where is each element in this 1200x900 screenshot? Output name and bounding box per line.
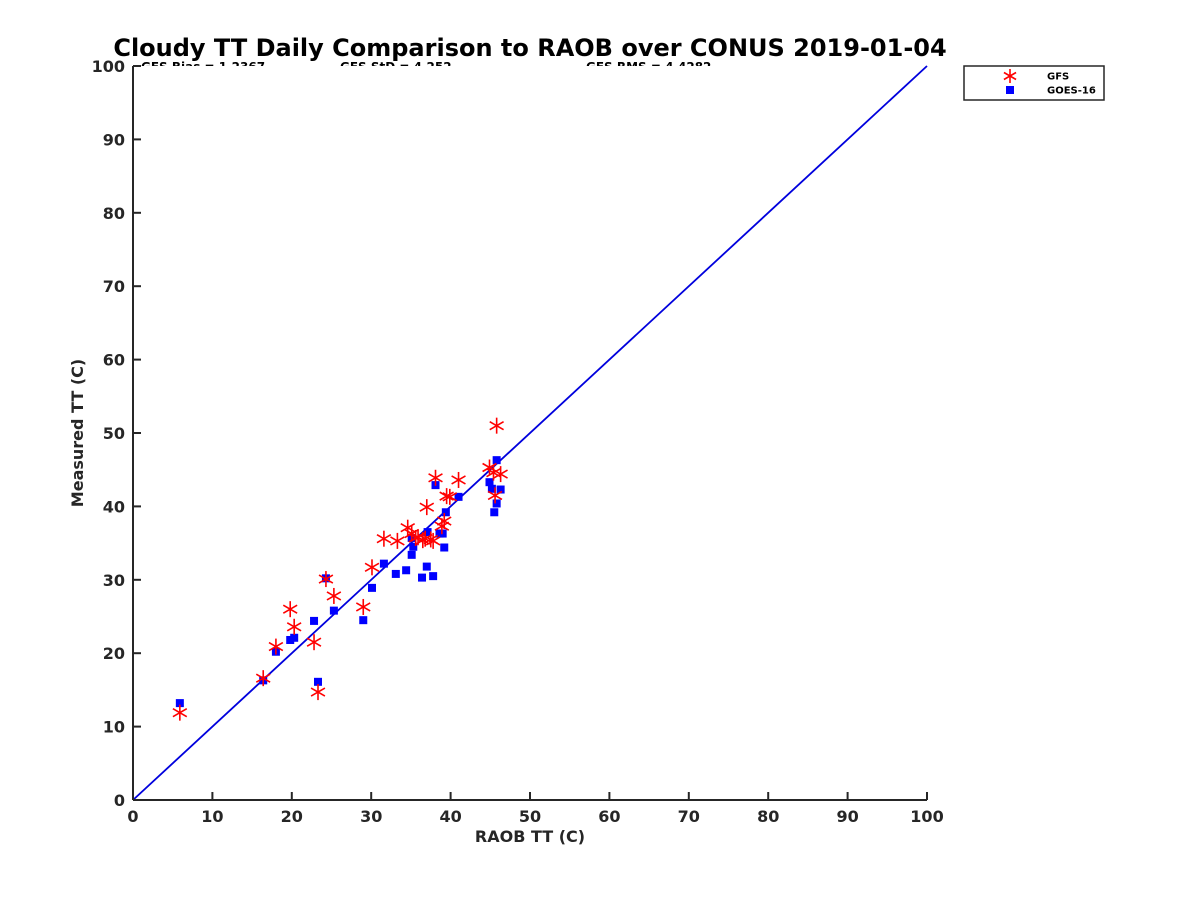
x-tick-label: 40: [439, 807, 461, 826]
x-tick-label: 70: [678, 807, 700, 826]
goes16-point: [440, 543, 449, 552]
y-tick-label: 40: [103, 497, 125, 516]
legend-gfs-marker: [1003, 69, 1017, 83]
gfs-point: [428, 469, 443, 486]
goes16-point: [454, 492, 463, 501]
series-layer: [172, 417, 508, 721]
goes16-point: [310, 616, 319, 625]
legend-box: [963, 65, 1105, 101]
legend: GFS GOES-16: [963, 65, 1105, 101]
y-tick-label: 50: [103, 424, 125, 443]
gfs-point: [425, 532, 441, 549]
gfs-point: [318, 571, 334, 588]
goes16-point: [359, 616, 368, 625]
chart-title: Cloudy TT Daily Comparison to RAOB over …: [113, 34, 946, 62]
legend-label: GOES-16: [1047, 86, 1096, 97]
goes16-point: [418, 573, 427, 582]
x-tick-label: 30: [360, 807, 382, 826]
goes16-point: [492, 499, 501, 508]
goes16-point: [329, 606, 338, 615]
goes16-point: [391, 569, 400, 578]
goes16-point: [492, 456, 501, 465]
y-tick-label: 0: [114, 791, 125, 810]
x-tick-label: 60: [598, 807, 620, 826]
goes16-point: [422, 562, 431, 571]
gfs-point: [419, 499, 435, 516]
goes16-point: [402, 566, 411, 575]
x-tick-label: 90: [836, 807, 858, 826]
goes16-point: [379, 559, 388, 568]
legend-label: GFS: [1047, 72, 1069, 83]
gfs-point: [286, 618, 302, 635]
goes16-point: [314, 677, 323, 686]
goes16-point: [487, 484, 496, 493]
goes16-point: [490, 508, 499, 517]
y-tick-label: 80: [103, 204, 125, 223]
legend-goes16-marker: [1006, 86, 1014, 94]
gfs-point: [451, 471, 466, 488]
gfs-point: [434, 518, 450, 535]
goes16-point: [485, 478, 494, 487]
series-gfs: [172, 417, 508, 721]
y-axis-ticks: 0 10 20 30 40 50 60 70 80 90 100: [92, 57, 141, 810]
gfs-point: [489, 417, 504, 434]
gfs-point: [268, 638, 284, 655]
goes16-point: [496, 485, 505, 494]
y-tick-label: 10: [103, 718, 125, 737]
gfs-point: [282, 601, 298, 618]
gfs-point: [390, 532, 405, 549]
y-axis-label: Measured TT (C): [68, 359, 87, 507]
gfs-point: [442, 488, 458, 505]
y-tick-label: 90: [103, 130, 125, 149]
gfs-point: [417, 530, 433, 547]
gfs-point: [326, 587, 342, 604]
goes16-point: [409, 542, 418, 551]
goes16-point: [423, 528, 432, 537]
goes16-point: [429, 572, 438, 581]
gfs-point: [310, 684, 326, 701]
x-tick-label: 10: [201, 807, 223, 826]
gfs-point: [436, 513, 452, 530]
gfs-point: [306, 634, 322, 651]
x-tick-label: 0: [127, 807, 138, 826]
y-tick-label: 60: [103, 351, 125, 370]
gfs-point: [364, 559, 380, 576]
y-tick-label: 100: [92, 57, 125, 76]
gfs-point: [355, 598, 371, 615]
gfs-point: [172, 704, 188, 721]
goes16-point: [175, 699, 184, 708]
gfs-point: [487, 487, 503, 504]
x-tick-label: 20: [281, 807, 303, 826]
gfs-point: [493, 466, 508, 483]
goes16-point: [367, 583, 376, 592]
gfs-point: [376, 530, 392, 547]
x-tick-label: 80: [757, 807, 779, 826]
y-tick-label: 30: [103, 571, 125, 590]
gfs-point: [439, 488, 454, 505]
goes16-point: [441, 508, 450, 517]
y-tick-label: 20: [103, 644, 125, 663]
x-tick-label: 50: [519, 807, 541, 826]
gfs-point: [255, 670, 271, 687]
plot-area: 0 10 20 30 40 50 60 70 80 90 100 0 10 20 30 40 50 60 70 80…: [92, 57, 944, 826]
x-axis-label: RAOB TT (C): [475, 827, 585, 846]
goes16-point: [290, 633, 299, 642]
x-tick-label: 100: [910, 807, 943, 826]
y-tick-label: 70: [103, 277, 125, 296]
goes16-point: [407, 550, 416, 559]
x-axis-ticks: 0 10 20 30 40 50 60 70 80 90 100: [127, 792, 944, 826]
